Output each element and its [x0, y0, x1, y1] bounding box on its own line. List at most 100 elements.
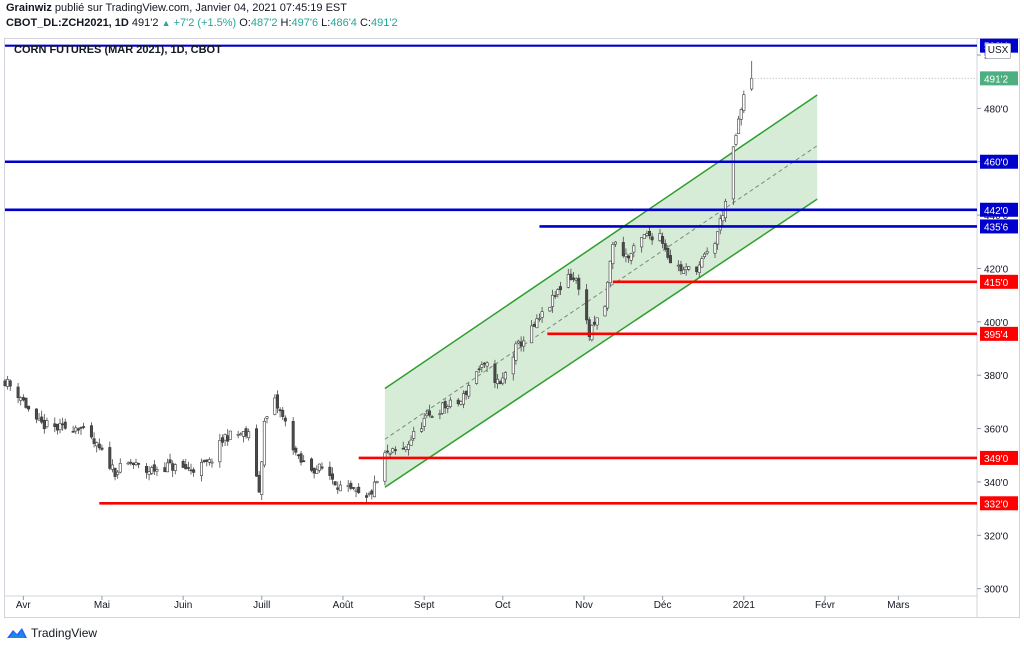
candle: [223, 433, 227, 446]
candle: [624, 248, 628, 263]
candle: [3, 378, 7, 387]
candle-body-up: [6, 379, 10, 387]
candle: [535, 314, 539, 329]
candle: [210, 458, 214, 468]
candle-body-up: [503, 372, 507, 380]
last-price-label: 491'2: [984, 74, 1009, 85]
candle: [137, 462, 141, 469]
candle: [16, 383, 20, 404]
candle: [412, 426, 416, 441]
x-tick-label: Mai: [94, 600, 110, 611]
candle-body-up: [640, 237, 644, 248]
candle-body-up: [446, 406, 450, 409]
candle-body-down: [336, 487, 340, 490]
candle-body-up: [165, 462, 169, 473]
candle-body-down: [24, 397, 28, 408]
candle-body-up: [409, 439, 413, 446]
low-value: 486'4: [330, 17, 357, 29]
candle: [218, 433, 222, 468]
candle-body-up: [475, 371, 479, 384]
candle: [556, 288, 560, 298]
candle: [328, 461, 332, 481]
candle-body-down: [569, 273, 573, 280]
candles-group: [3, 90, 746, 503]
tradingview-logo-icon[interactable]: [6, 626, 28, 640]
open-label: O:: [239, 17, 251, 29]
y-tick-label: 340'0: [984, 478, 1009, 489]
candle-body-down: [553, 295, 557, 297]
candle-body-up: [116, 471, 120, 475]
candle: [420, 422, 424, 433]
candle: [613, 241, 617, 248]
candle: [108, 441, 112, 471]
level-label: 349'0: [984, 454, 1009, 465]
candle-body-up: [223, 434, 227, 441]
candle-body-down: [430, 416, 434, 418]
candle: [357, 483, 361, 495]
y-tick-label: 320'0: [984, 531, 1009, 542]
currency-button[interactable]: USX: [985, 43, 1011, 59]
candle-body-down: [320, 466, 324, 469]
candle-body-up: [173, 464, 177, 471]
candle-body-down: [650, 236, 654, 241]
candle: [511, 352, 515, 381]
candle: [244, 426, 248, 439]
channel-fill: [384, 95, 818, 488]
candle-body-up: [739, 109, 743, 120]
candle-body-up: [501, 377, 505, 384]
candle: [443, 399, 447, 414]
candle: [275, 390, 279, 414]
candle-body-up: [420, 428, 424, 432]
candle-body-up: [218, 440, 222, 463]
tradingview-brand[interactable]: TradingView: [31, 626, 98, 640]
candle-body-up: [150, 467, 154, 474]
candle: [595, 317, 599, 330]
candle-body-down: [244, 428, 248, 437]
author-name[interactable]: Grainwiz: [6, 2, 52, 14]
candle-body-down: [519, 341, 523, 347]
candle: [71, 425, 75, 433]
candle: [184, 458, 188, 470]
candle-body-up: [517, 340, 521, 344]
candle: [8, 379, 12, 391]
candle-body-up: [750, 78, 754, 90]
candle-body-up: [210, 461, 214, 464]
candle-body-up: [388, 452, 392, 455]
candle: [228, 430, 232, 440]
candle: [165, 458, 169, 473]
candle-body-down: [464, 391, 468, 395]
candle-body-down: [278, 409, 282, 412]
candle: [134, 458, 138, 467]
candle-body-down: [386, 450, 390, 453]
candle-body-up: [467, 385, 471, 397]
candle-body-up: [595, 317, 599, 326]
candle: [220, 434, 224, 447]
candle-body-up: [236, 433, 240, 436]
candle-body-down: [186, 467, 190, 469]
candle: [577, 274, 581, 296]
symbol-name: CBOT_DL:ZCH2021, 1D: [6, 17, 129, 29]
candle: [173, 463, 177, 475]
candle: [239, 432, 243, 436]
candle-body-up: [511, 356, 515, 375]
candle-body-up: [383, 452, 387, 482]
candle: [152, 460, 156, 476]
candle-body-up: [734, 135, 738, 145]
candle-body-up: [199, 461, 203, 476]
candle-body-down: [55, 423, 59, 431]
candle: [273, 394, 277, 416]
y-tick-label: 420'0: [984, 264, 1009, 275]
candle-body-down: [585, 289, 589, 321]
candle-body-down: [532, 323, 536, 327]
candle: [553, 290, 557, 299]
candle: [315, 465, 319, 474]
candle: [427, 404, 431, 418]
candle: [55, 423, 59, 435]
candle: [661, 232, 665, 249]
candle: [461, 390, 465, 409]
candle-body-up: [540, 311, 544, 318]
candle-body-up: [629, 253, 633, 261]
open-value: 487'2: [250, 17, 278, 29]
candle: [551, 289, 555, 313]
